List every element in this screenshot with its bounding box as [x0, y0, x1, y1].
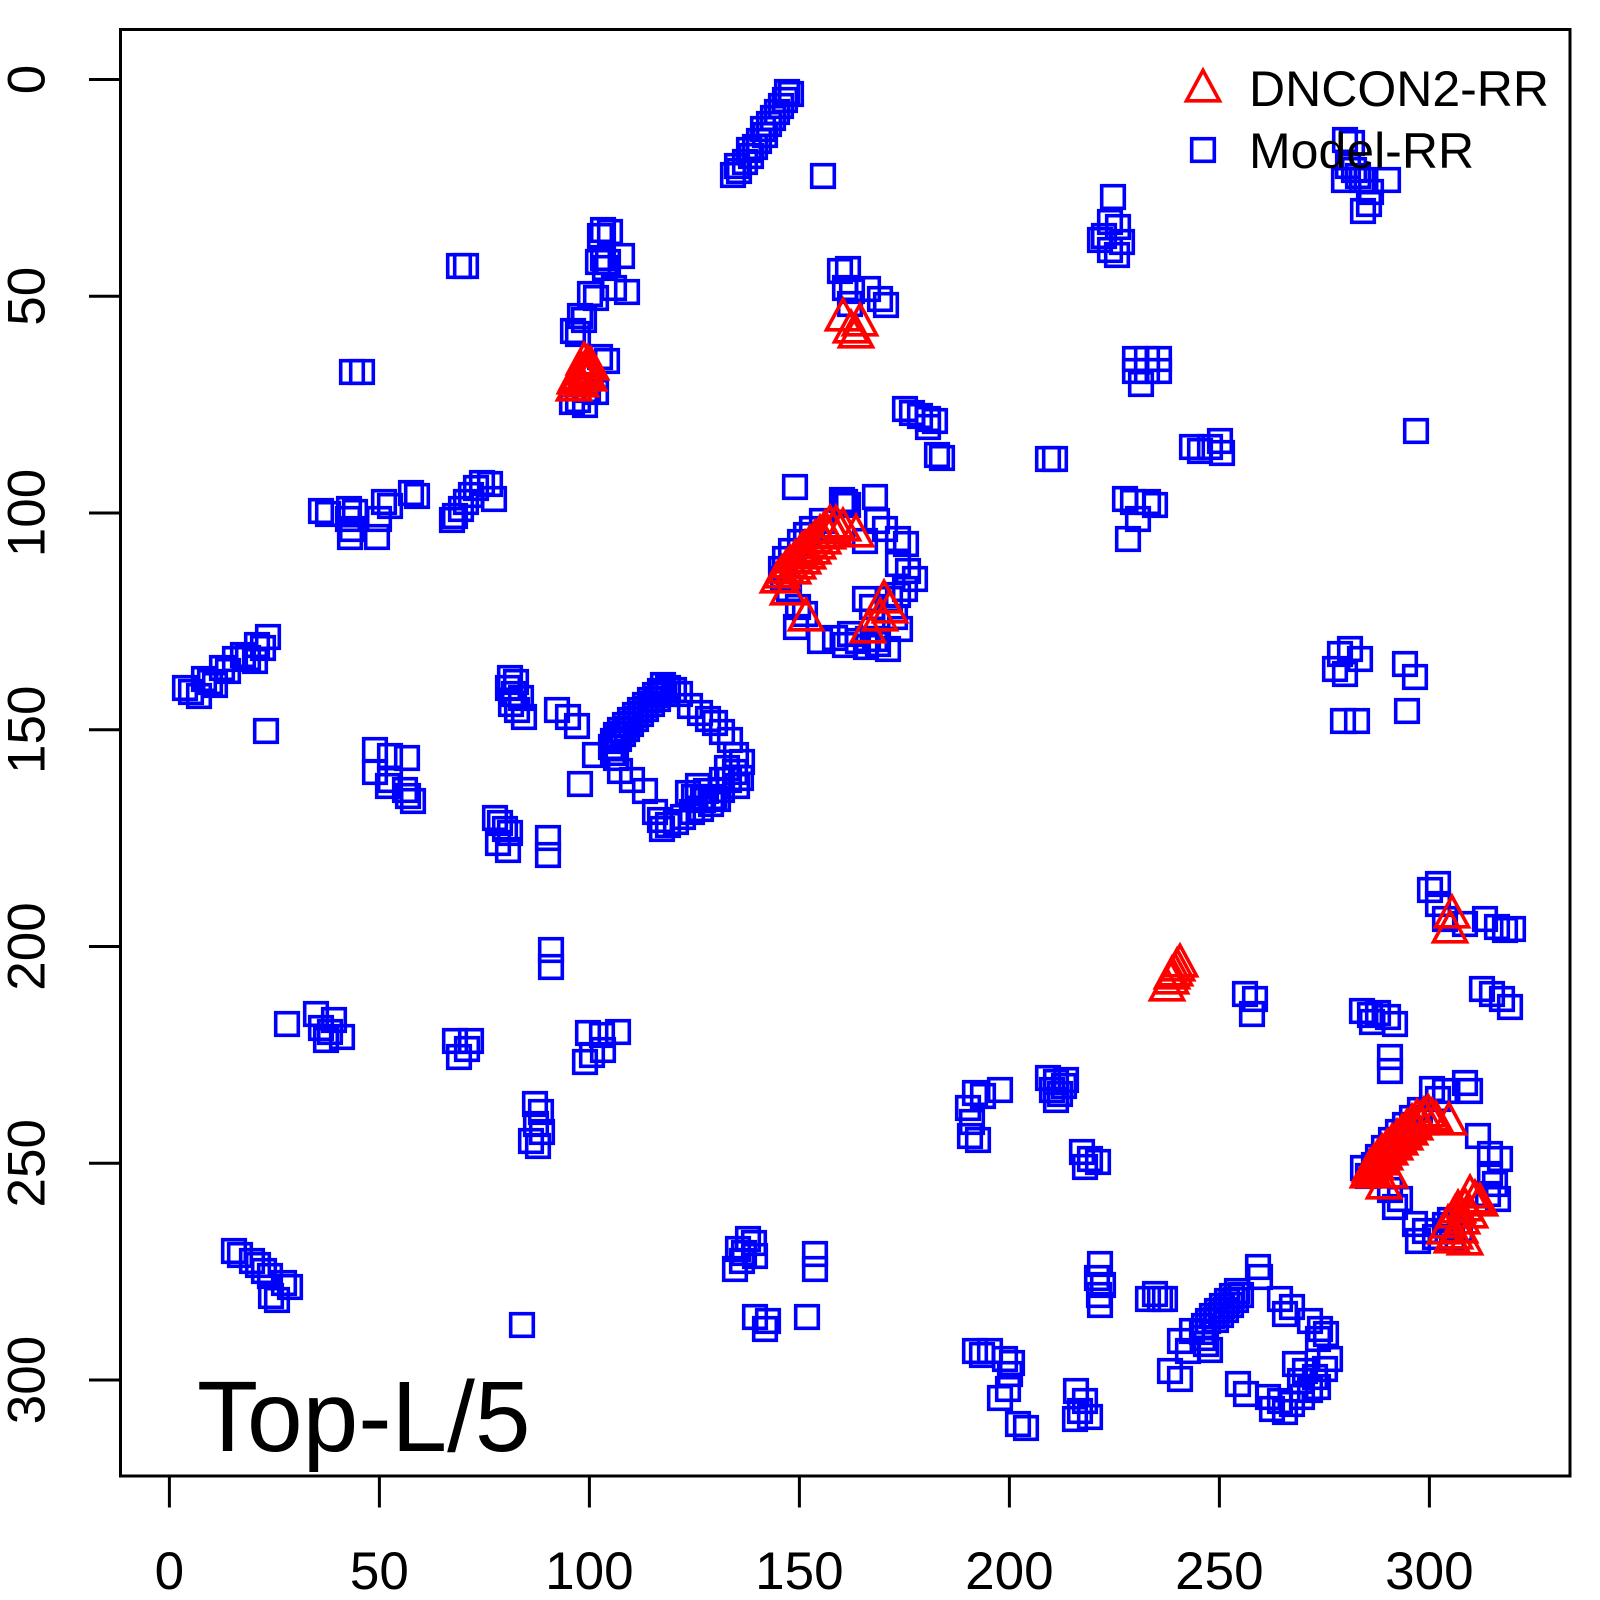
- svg-text:50: 50: [350, 1542, 409, 1600]
- svg-text:250: 250: [1175, 1542, 1263, 1600]
- svg-text:150: 150: [755, 1542, 843, 1600]
- svg-text:100: 100: [0, 469, 57, 557]
- svg-text:0: 0: [0, 65, 57, 94]
- svg-text:50: 50: [0, 267, 57, 326]
- svg-text:200: 200: [965, 1542, 1053, 1600]
- svg-text:300: 300: [0, 1336, 57, 1424]
- svg-text:Model-RR: Model-RR: [1249, 123, 1474, 179]
- svg-text:100: 100: [545, 1542, 633, 1600]
- svg-text:300: 300: [1385, 1542, 1473, 1600]
- svg-text:DNCON2-RR: DNCON2-RR: [1249, 61, 1549, 117]
- svg-text:0: 0: [155, 1542, 184, 1600]
- svg-text:250: 250: [0, 1119, 57, 1207]
- svg-text:200: 200: [0, 902, 57, 990]
- svg-text:Top-L/5: Top-L/5: [197, 1361, 531, 1473]
- svg-text:150: 150: [0, 686, 57, 774]
